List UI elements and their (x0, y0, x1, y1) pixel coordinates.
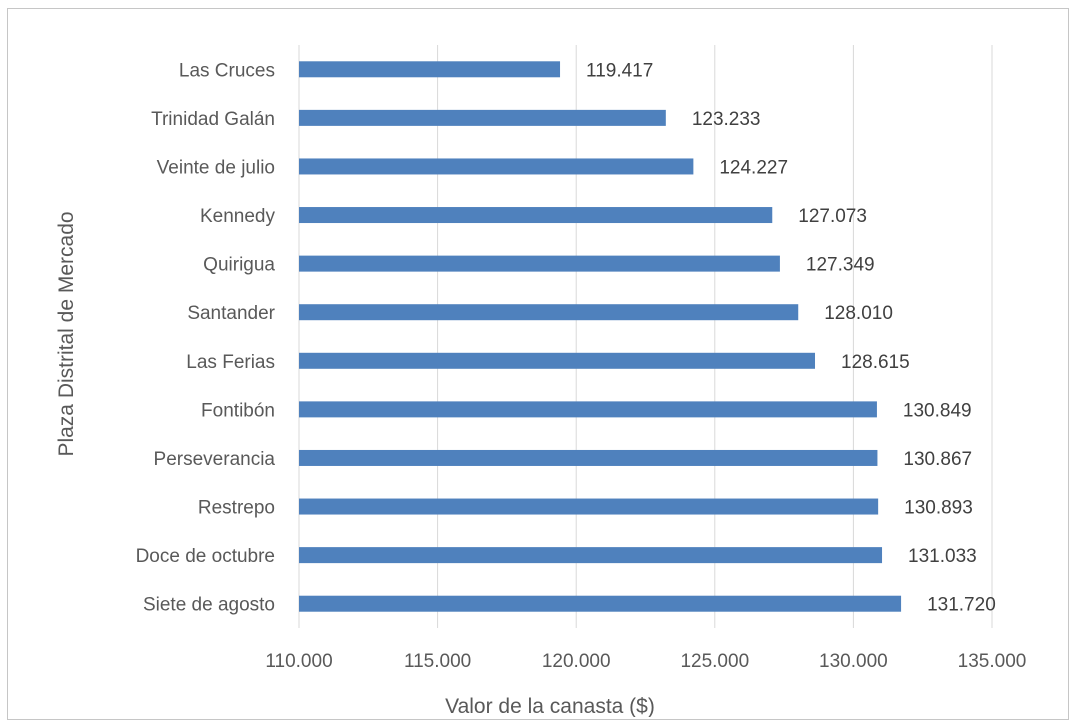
data-label: 131.720 (927, 595, 996, 616)
data-label: 128.615 (841, 352, 910, 373)
bar (299, 498, 879, 515)
data-label: 123.233 (692, 109, 761, 130)
x-tick-label: 120.000 (542, 651, 611, 672)
x-tick-label: 125.000 (680, 651, 749, 672)
category-label: Veinte de julio (157, 157, 275, 178)
bar (299, 304, 799, 321)
x-axis-title: Valor de la canasta ($) (445, 695, 655, 717)
bar (299, 109, 666, 126)
data-label: 128.010 (824, 303, 893, 324)
category-label: Santander (187, 303, 275, 324)
data-label: 124.227 (719, 157, 788, 178)
category-label: Kennedy (200, 206, 276, 227)
x-tick-labels: 110.000 115.000 120.000 125.000 130.000 135.0… (265, 651, 1026, 672)
bars (299, 61, 902, 612)
category-label: Siete de agosto (143, 595, 275, 616)
category-label: Doce de octubre (136, 546, 275, 567)
category-label: Quirigua (203, 255, 275, 276)
bar (299, 401, 877, 418)
data-label: 119.417 (586, 60, 653, 81)
bar (299, 352, 816, 369)
x-tick-label: 135.000 (958, 651, 1027, 672)
x-tick-label: 115.000 (404, 651, 471, 672)
bar (299, 61, 561, 78)
category-label: Restrepo (198, 498, 275, 519)
x-tick-label: 130.000 (819, 651, 888, 672)
value-labels: 119.417 123.233 124.227 127.073 127.349 128.0… (586, 60, 996, 615)
category-labels: Las Cruces Trinidad Galán Veinte de julio K… (136, 60, 276, 615)
data-label: 130.849 (903, 400, 972, 421)
data-label: 130.893 (904, 498, 973, 519)
category-label: Perseverancia (154, 449, 276, 470)
data-label: 127.349 (806, 255, 875, 276)
gridlines (298, 45, 993, 628)
category-label: Fontibón (201, 400, 275, 421)
category-label: Trinidad Galán (151, 109, 275, 130)
bar (299, 158, 694, 175)
data-label: 127.073 (798, 206, 867, 227)
data-label: 131.033 (908, 546, 977, 567)
data-label: 130.867 (903, 449, 972, 470)
y-axis-title: Plaza Distrital de Mercado (55, 211, 78, 456)
x-tick-label: 110.000 (265, 651, 332, 672)
category-label: Las Ferias (186, 352, 275, 373)
category-label: Las Cruces (179, 60, 275, 81)
bar (299, 547, 883, 564)
bar (299, 595, 902, 612)
bar (299, 449, 878, 466)
bar (299, 207, 773, 224)
bar (299, 255, 780, 272)
